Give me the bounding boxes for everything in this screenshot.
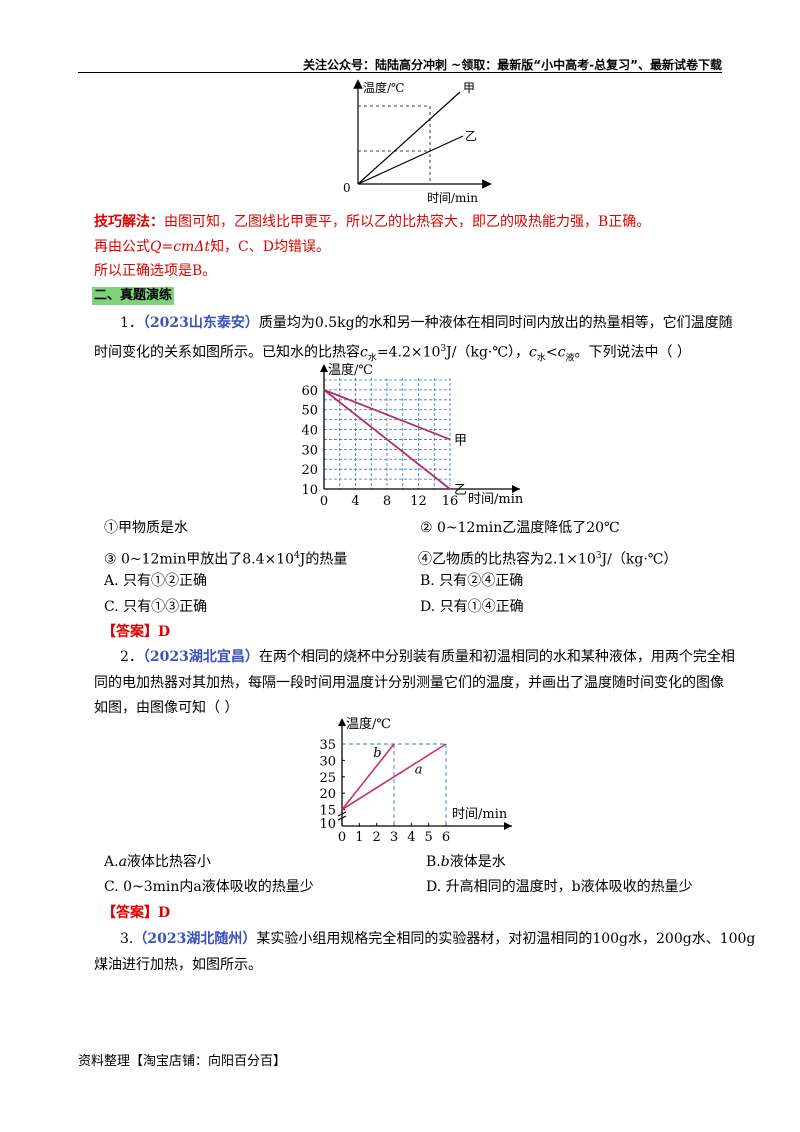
figure-schematic-graph: 温度/℃ 甲 乙 0 时间/min [343, 79, 492, 205]
technique-line-2: 再由公式Q=cmΔt知，C、D均错误。 [94, 239, 330, 255]
x-tick-label: 4 [407, 830, 415, 845]
x-axis-label: 时间/min [452, 807, 508, 822]
q1-statement-2: ② 0~12min乙温度降低了20℃ [420, 520, 620, 536]
x-tick-label: 16 [442, 494, 459, 509]
y-tick-label: 35 [319, 738, 336, 753]
y-tick-label: 60 [301, 384, 318, 399]
axis-break [337, 811, 347, 821]
x-tick-label: 6 [442, 830, 450, 845]
y-axis-arrow [338, 718, 346, 726]
q1-statement-4: ④乙物质的比热容为2.1×103J/（kg·℃） [418, 551, 678, 568]
q3-line-1: 3.（2023湖北随州）某实验小组用规格完全相同的实验器材，对初温相同的100g… [120, 931, 756, 947]
header-rule [78, 72, 722, 73]
y-tick-label: 10 [301, 483, 318, 498]
label-yi: 乙 [465, 129, 477, 143]
q1-statement-1: ①甲物质是水 [104, 520, 188, 536]
q2-option-c[interactable]: C. 0~3min内a液体吸收的热量少 [104, 879, 314, 895]
x-tick-label: 4 [351, 494, 359, 509]
q2-line-3: 如图，由图像可知（ ） [94, 700, 239, 716]
q2-option-b[interactable]: B.b液体是水 [426, 854, 506, 870]
series-line-甲 [323, 389, 451, 441]
x-tick-label: 12 [410, 494, 427, 509]
y-tick-label: 50 [301, 404, 318, 419]
series-label-b: b [373, 746, 381, 761]
ylabel: 温度/℃ [363, 80, 404, 95]
q1-option-d[interactable]: D. 只有①④正确 [420, 599, 524, 615]
q2-option-d[interactable]: D. 升高相同的温度时，b液体吸收的热量少 [426, 879, 693, 895]
y-tick-label: 30 [301, 443, 318, 458]
q1-line-2: 时间变化的关系如图所示。已知水的比热容c水=4.2×103J/（kg·℃），c水… [94, 344, 691, 364]
origin-label: 0 [343, 181, 351, 195]
y-tick-label: 25 [319, 771, 336, 786]
y-axis-label: 温度/℃ [346, 716, 391, 732]
label-jia: 甲 [463, 81, 475, 95]
x-axis-arrow [512, 485, 520, 493]
q1-chart: 10 20 30 40 50 60 0 4 8 12 16 温度/℃ 时间/min 甲乙 [301, 362, 524, 509]
q2-line-1: 2．（2023湖北宜昌）在两个相同的烧杯中分别装有质量和初温相同的水和某种液体，… [120, 649, 735, 665]
y-tick-label: 10 [319, 817, 336, 832]
x-tick-label: 0 [320, 494, 328, 509]
y-tick-label: 20 [301, 463, 318, 478]
q2-option-a[interactable]: A.a液体比热容小 [104, 854, 211, 870]
y-tick-label: 30 [319, 754, 336, 769]
q2-answer: 【答案】D [102, 905, 171, 921]
technique-line-3: 所以正确选项是B。 [94, 263, 217, 279]
q1-answer: 【答案】D [102, 624, 171, 640]
line-jia [357, 91, 461, 185]
series-label-甲: 甲 [454, 433, 467, 448]
x-axis-arrow [504, 822, 512, 830]
line-yi [357, 135, 464, 185]
series-line-a [341, 743, 447, 811]
q1-option-c[interactable]: C. 只有①③正确 [104, 599, 208, 615]
series-line-乙 [323, 389, 451, 490]
y-tick-label: 40 [301, 424, 318, 439]
q2-line-2: 同的电加热器对其加热，每隔一段时间用温度计分别测量它们的温度，并画出了温度随时间… [94, 675, 724, 691]
x-axis-label: 时间/min [468, 492, 524, 507]
series-label-乙: 乙 [454, 483, 467, 498]
y-axis-label: 温度/℃ [328, 362, 373, 378]
x-tick-label: 5 [425, 830, 433, 845]
series-line-b [341, 743, 395, 811]
y-tick-label: 15 [319, 804, 336, 819]
xlabel: 时间/min [427, 191, 478, 205]
y-axis-arrow [320, 364, 328, 372]
y-tick-label: 20 [319, 787, 336, 802]
q1-statement-3: ③ 0~12min甲放出了8.4×104J的热量 [104, 551, 348, 568]
x-tick-label: 2 [373, 830, 381, 845]
q1-option-b[interactable]: B. 只有②④正确 [420, 573, 524, 589]
page-header: 关注公众号：陆陆高分冲刺 ~领取：最新版“小中高考-总复习”、最新试卷下载 [303, 58, 722, 72]
q3-line-2: 煤油进行加热，如图所示。 [94, 957, 262, 973]
series-label-a: a [415, 763, 423, 778]
x-tick-label: 1 [355, 830, 363, 845]
technique-line-1: 技巧解法：由图可知，乙图线比甲更平，所以乙的比热容大，即乙的吸热能力强，B正确。 [94, 214, 651, 230]
section-title: 二、真题演练 [92, 287, 175, 305]
page-footer: 资料整理【淘宝店铺：向阳百分百】 [78, 1054, 287, 1069]
x-tick-label: 8 [383, 494, 391, 509]
q1-option-a[interactable]: A. 只有①②正确 [104, 573, 208, 589]
x-tick-label: 3 [390, 830, 398, 845]
x-tick-label: 0 [338, 830, 346, 845]
q1-line-1: 1．（2023山东泰安）质量均为0.5kg的水和另一种液体在相同时间内放出的热量… [120, 315, 733, 331]
